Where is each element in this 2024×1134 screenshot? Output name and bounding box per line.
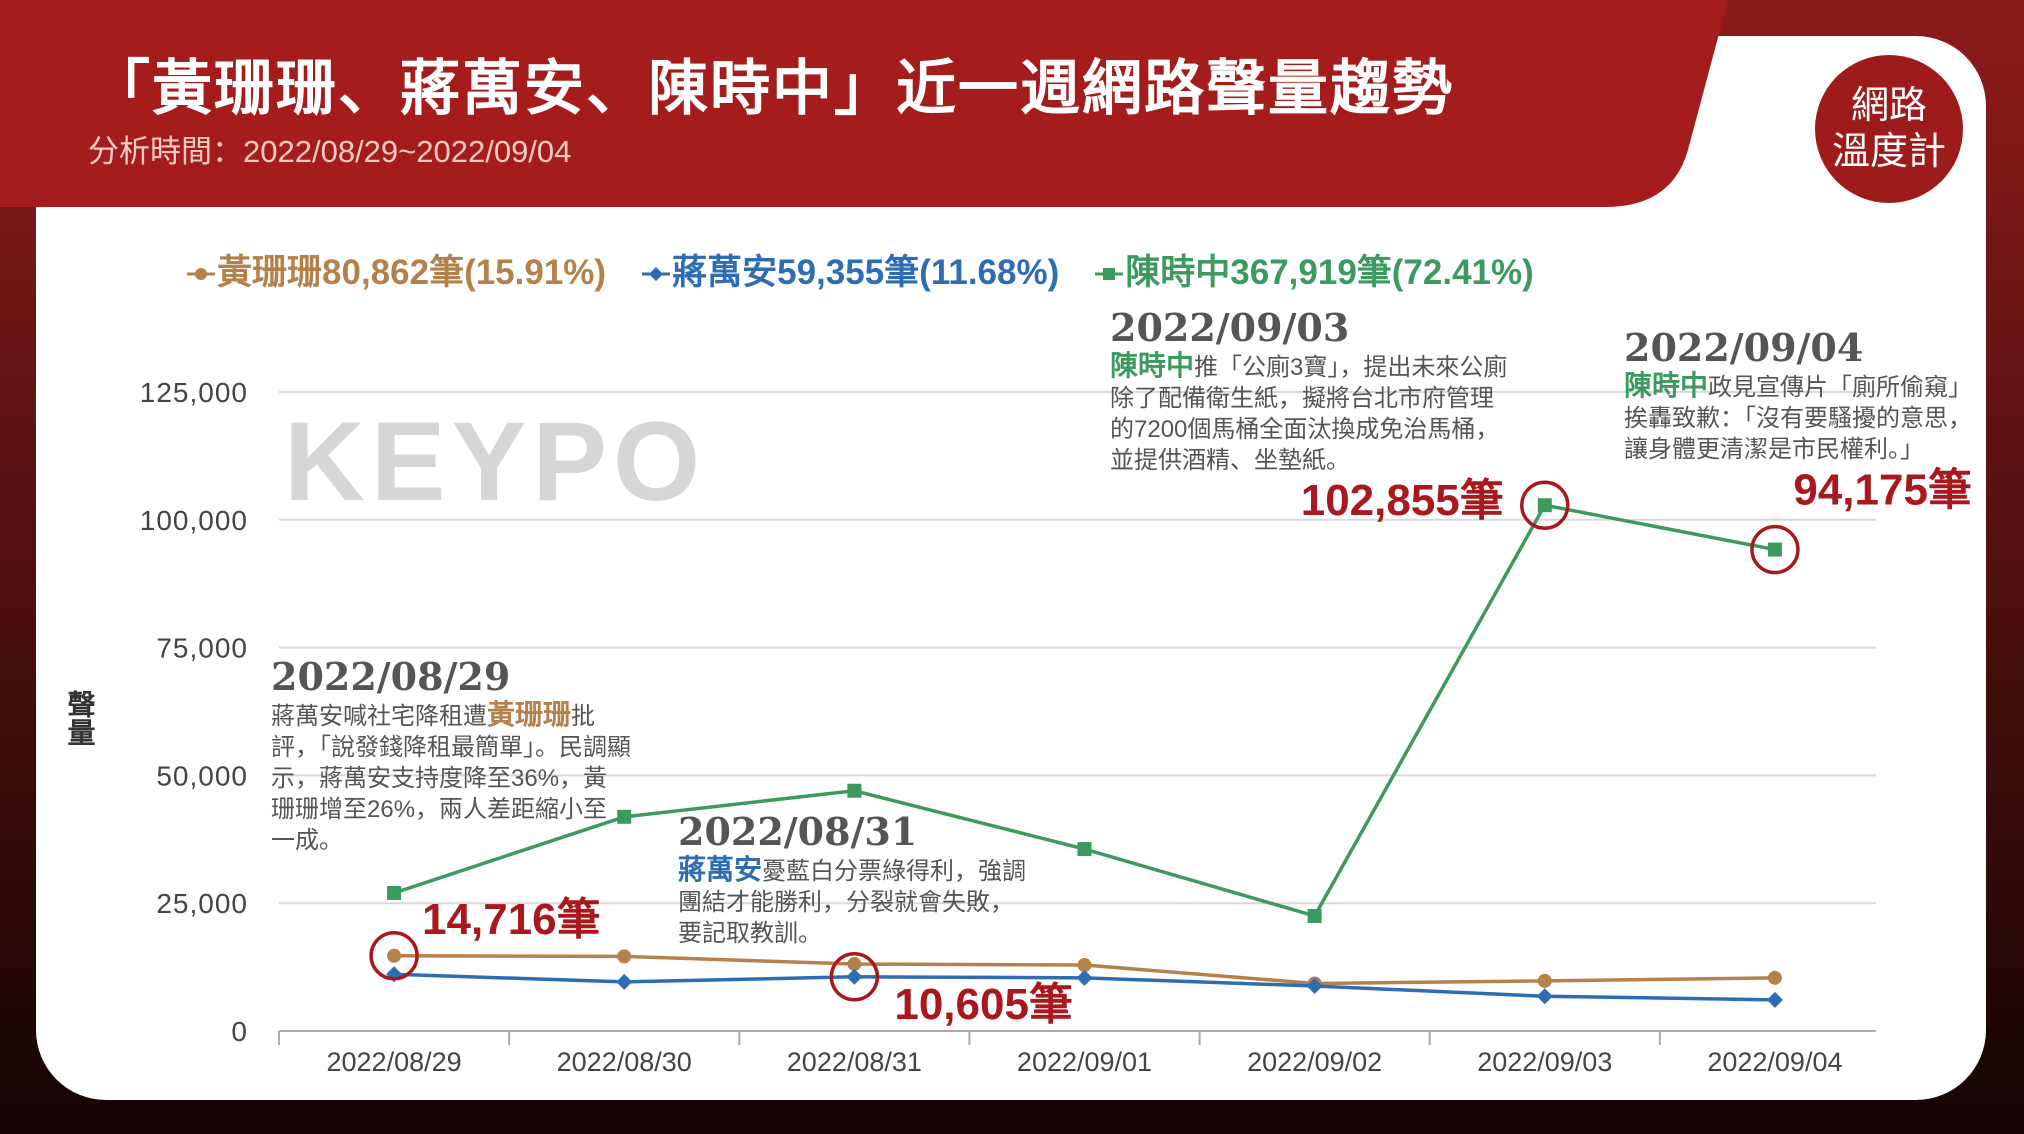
y-axis-label: 聲量 xyxy=(65,690,96,746)
annotation-segment: 推「公廁3寶」，提出未來公廁除了配備衛生紙，擬將台北市府管理的7200個馬桶全面… xyxy=(1110,354,1508,474)
marker xyxy=(387,885,402,900)
annotation: 2022/08/31 蔣萬安憂藍白分票綠得利，強調團結才能勝利，分裂就會失敗，要記… xyxy=(678,810,1028,949)
marker xyxy=(1307,908,1322,923)
x-tick-label: 2022/09/04 xyxy=(1707,1047,1842,1077)
x-tick-label: 2022/08/31 xyxy=(787,1047,922,1077)
legend-swatch xyxy=(642,267,671,281)
marker xyxy=(617,809,632,824)
marker xyxy=(1076,969,1093,986)
annotation-segment: 批評，「說發錢降租最簡單」。民調顯示，蔣萬安支持度降至36%，黃珊珊增至26%，… xyxy=(271,703,631,854)
annotation: 2022/08/29 蔣萬安喊社宅降租遭黃珊珊批評，「說發錢降租最簡單」。民調顯示… xyxy=(271,655,631,856)
y-tick-label: 50,000 xyxy=(156,760,248,791)
annotation-text: 陳時中推「公廁3寶」，提出未來公廁除了配備衛生紙，擬將台北市府管理的7200個馬… xyxy=(1110,350,1510,476)
y-tick-label: 25,000 xyxy=(156,888,248,919)
marker xyxy=(387,948,402,963)
annotation-segment: 憂藍白分票綠得利，強調團結才能勝利，分裂就會失敗，要記取教訓。 xyxy=(678,858,1027,947)
logo: 網路 溫度計 xyxy=(1815,55,1963,203)
marker xyxy=(847,957,862,972)
highlight-ring xyxy=(369,931,419,981)
y-tick-label: 0 xyxy=(231,1016,248,1047)
annotation-text: 蔣萬安喊社宅降租遭黃珊珊批評，「說發錢降租最簡單」。民調顯示，蔣萬安支持度降至3… xyxy=(271,699,631,856)
annotation-text: 陳時中政見宣傳片「廁所偷窺」挨轟致歉：「沒有要騷擾的意思，讓身體更清潔是市民權利… xyxy=(1624,370,1974,465)
legend-total: 367,919筆(72.41%) xyxy=(1230,253,1534,292)
annotation-date: 2022/09/04 xyxy=(1624,325,1864,370)
legend-swatch xyxy=(187,268,215,280)
annotation: 2022/09/03 陳時中推「公廁3寶」，提出未來公廁除了配備衛生紙，擬將台北市… xyxy=(1110,306,1510,476)
annotation-highlight: 黃珊珊 xyxy=(487,699,572,730)
legend-name: 蔣萬安 xyxy=(672,253,778,292)
annotation-segment: 蔣萬安喊社宅降租遭 xyxy=(271,703,487,730)
highlight-ring xyxy=(829,952,880,1002)
legend-swatch xyxy=(1095,268,1124,280)
annotation-highlight: 蔣萬安 xyxy=(678,854,763,885)
marker xyxy=(1767,970,1782,985)
marker xyxy=(1537,973,1552,988)
x-tick-label: 2022/09/03 xyxy=(1477,1047,1612,1077)
subtitle: 分析時間：2022/08/29~2022/09/04 xyxy=(88,134,572,169)
marker xyxy=(847,783,862,798)
marker xyxy=(1766,991,1783,1008)
value-label: 94,175筆 xyxy=(1793,466,1972,515)
legend-item: 黃珊珊80,862筆(15.91%) xyxy=(185,244,606,295)
value-label: 14,716筆 xyxy=(422,895,601,944)
annotation-date: 2022/09/03 xyxy=(1110,305,1350,350)
legend-total: 80,862筆(15.91%) xyxy=(322,253,607,292)
y-tick-label: 75,000 xyxy=(156,633,248,664)
logo-text: 溫度計 xyxy=(1831,131,1946,173)
marker xyxy=(617,949,632,964)
value-label: 10,605筆 xyxy=(894,980,1073,1029)
title: 「黃珊珊、蔣萬安、陳時中」近一週網路聲量趨勢 xyxy=(90,55,1454,122)
value-label: 102,855筆 xyxy=(1301,476,1504,525)
legend: 黃珊珊80,862筆(15.91%) 蔣萬安59,355筆(11.68%) 陳時中3… xyxy=(185,244,1534,295)
x-tick-label: 2022/08/29 xyxy=(327,1047,462,1077)
x-tick-label: 2022/09/01 xyxy=(1017,1047,1152,1077)
watermark: KEYPO xyxy=(284,399,706,524)
logo-text: 網路 xyxy=(1850,85,1927,127)
x-tick-label: 2022/09/02 xyxy=(1247,1047,1382,1077)
y-tick-label: 125,000 xyxy=(140,377,248,408)
legend-item: 蔣萬安59,355筆(11.68%) xyxy=(640,244,1059,295)
x-tick-label: 2022/08/30 xyxy=(557,1047,692,1077)
banner xyxy=(0,0,1728,207)
annotation: 2022/09/04 陳時中政見宣傳片「廁所偷窺」挨轟致歉：「沒有要騷擾的意思，讓… xyxy=(1624,326,1974,465)
marker xyxy=(1537,498,1552,513)
highlight-ring xyxy=(1750,524,1800,575)
marker xyxy=(1077,842,1092,857)
marker xyxy=(1306,978,1323,995)
legend-name: 黃珊珊 xyxy=(217,253,323,292)
annotation-highlight: 陳時中 xyxy=(1110,350,1195,381)
annotation-segment: 政見宣傳片「廁所偷窺」挨轟致歉：「沒有要騷擾的意思，讓身體更清潔是市民權利。」 xyxy=(1624,374,1973,463)
marker xyxy=(846,968,863,985)
marker xyxy=(616,973,633,990)
legend-marker xyxy=(649,267,664,281)
annotation-date: 2022/08/31 xyxy=(678,809,918,854)
annotation-date: 2022/08/29 xyxy=(271,654,511,699)
legend-name: 陳時中 xyxy=(1125,253,1231,292)
annotation-text: 蔣萬安憂藍白分票綠得利，強調團結才能勝利，分裂就會失敗，要記取教訓。 xyxy=(678,854,1028,949)
legend-total: 59,355筆(11.68%) xyxy=(777,253,1060,292)
legend-marker xyxy=(1103,268,1116,280)
legend-marker xyxy=(195,268,207,280)
marker xyxy=(1077,958,1092,973)
marker xyxy=(1536,988,1553,1005)
legend-item: 陳時中367,919筆(72.41%) xyxy=(1093,244,1534,295)
card xyxy=(36,36,1986,1100)
highlight-ring xyxy=(1520,480,1570,530)
y-tick-label: 100,000 xyxy=(140,505,248,536)
marker xyxy=(1767,542,1782,557)
annotation-highlight: 陳時中 xyxy=(1624,370,1709,401)
